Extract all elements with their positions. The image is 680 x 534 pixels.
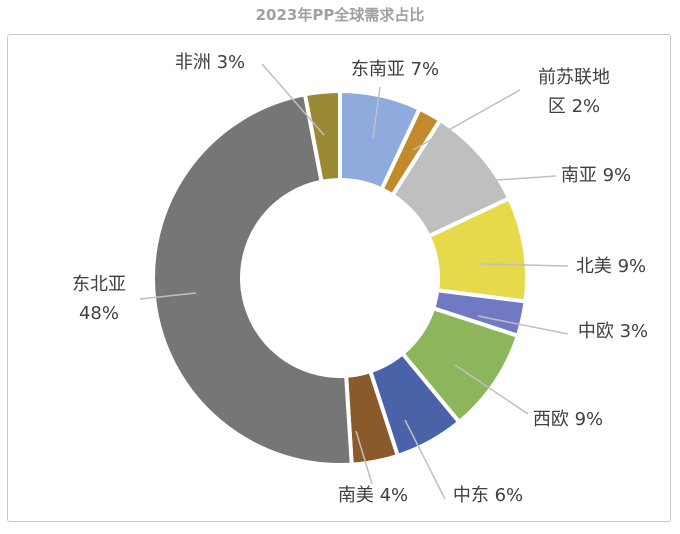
data-label-2: 南亚 9% xyxy=(561,165,631,186)
leader-line-6 xyxy=(404,419,446,500)
slice-9 xyxy=(302,88,342,185)
leader-line-3 xyxy=(479,263,569,267)
data-label-9: 非洲 3% xyxy=(175,52,245,73)
data-label-3: 北美 9% xyxy=(576,256,646,277)
data-label-0: 东南亚 7% xyxy=(351,59,439,80)
leader-line-2 xyxy=(465,175,557,183)
data-label-1: 前苏联地区 2% xyxy=(538,67,610,117)
leader-line-1 xyxy=(412,89,521,151)
leader-line-4 xyxy=(477,315,569,335)
leader-line-5 xyxy=(454,364,529,415)
chart-title: 2023年PP全球需求占比 xyxy=(255,6,425,24)
leader-line-9 xyxy=(261,63,325,136)
data-label-7: 南美 4% xyxy=(338,485,408,506)
leader-line-8 xyxy=(139,292,197,300)
chart-frame xyxy=(7,34,671,522)
leader-line-0 xyxy=(372,86,381,139)
data-label-4: 中欧 3% xyxy=(578,321,648,342)
data-label-6: 中东 6% xyxy=(453,485,523,506)
slice-8 xyxy=(151,91,354,467)
leader-line-7 xyxy=(355,430,373,485)
data-label-8: 东北亚 48% xyxy=(72,274,126,324)
data-label-5: 西欧 9% xyxy=(533,409,603,430)
